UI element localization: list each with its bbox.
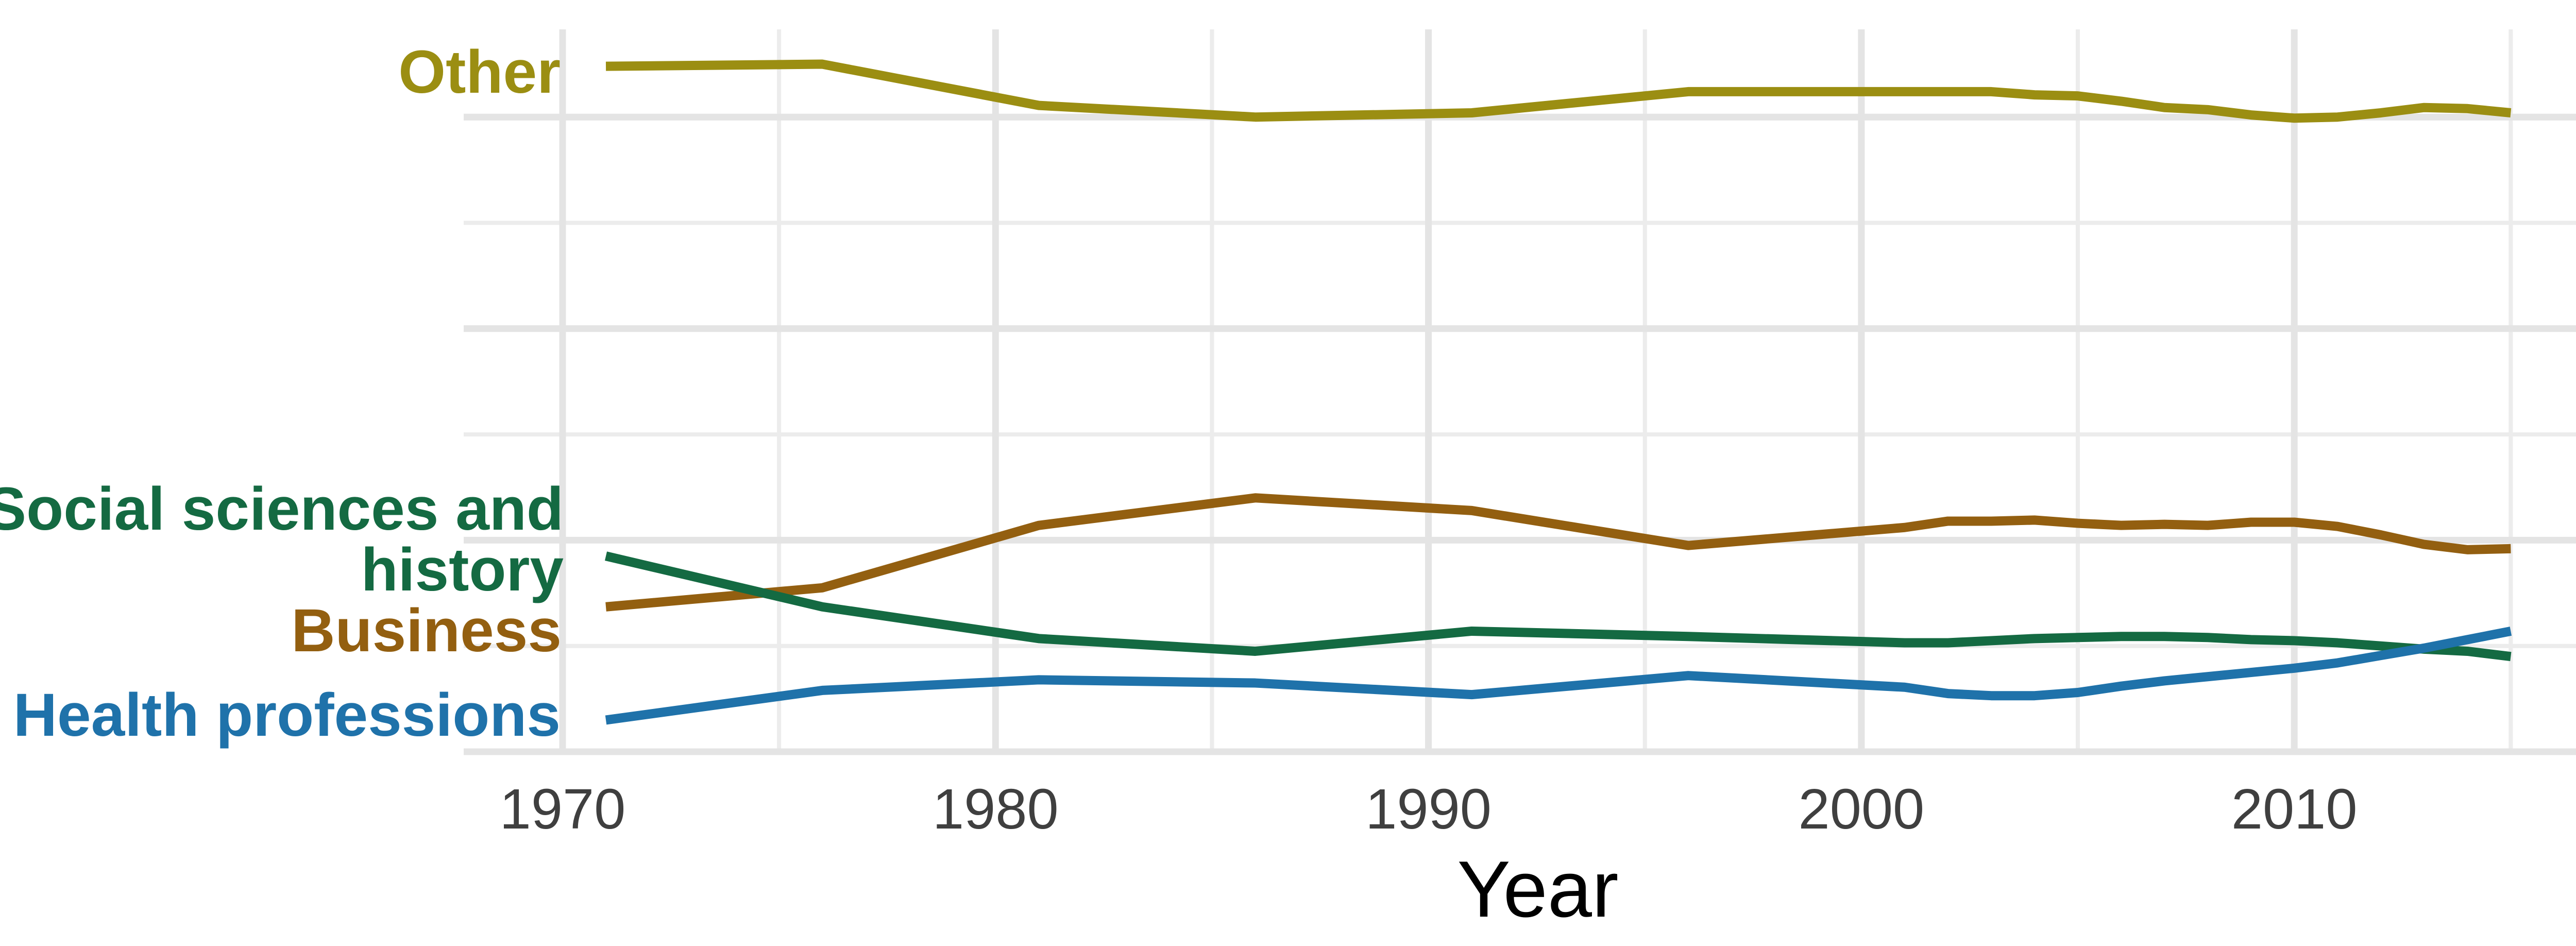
series-line-social-sciences-and-history [604, 551, 2512, 662]
series-label-social-line1: Social sciences and [0, 475, 564, 543]
x-axis-title: Year [1457, 844, 1619, 934]
series-line-other [605, 59, 2512, 123]
x-tick-label: 1970 [499, 778, 626, 841]
x-tick-label: 2010 [2231, 778, 2358, 841]
series-label-social-sciences-and-history: Social sciences and history [0, 479, 564, 600]
x-tick-label: 1990 [1365, 778, 1492, 841]
series-line-health-professions [605, 627, 2512, 725]
series-label-other: Other [398, 38, 561, 106]
x-tick-label: 2000 [1798, 778, 1925, 841]
series-label-social-line2: history [361, 536, 564, 604]
series-label-business: Business [291, 597, 562, 665]
series-line-business [605, 493, 2511, 612]
series-label-health-professions: Health professions [13, 681, 561, 749]
x-tick-label: 1980 [932, 778, 1059, 841]
